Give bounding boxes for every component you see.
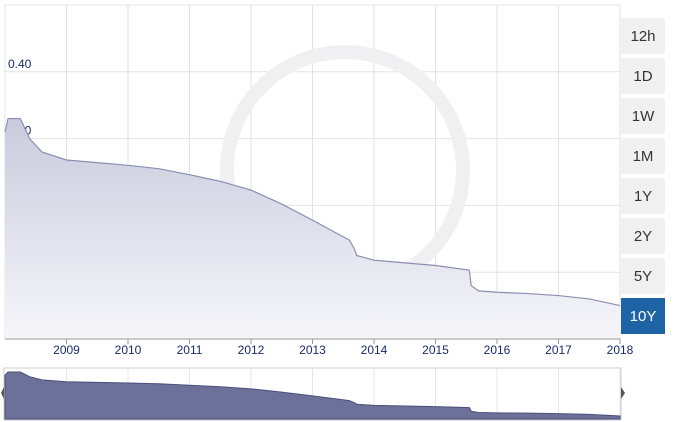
range-button[interactable]: 12h	[621, 18, 665, 56]
navigator-handle	[1, 387, 4, 399]
x-tick-label: 2009	[53, 343, 80, 357]
x-tick-label: 2016	[484, 343, 511, 357]
line	[4, 117, 621, 307]
navigator-area	[4, 371, 621, 420]
y-tick-label: 0.40	[8, 57, 32, 71]
range-button[interactable]: 10Y	[621, 298, 665, 336]
x-tick-label: 2012	[238, 343, 265, 357]
area	[5, 118, 620, 339]
x-tick-label: 2010	[115, 343, 142, 357]
range-button[interactable]: 2Y	[621, 218, 665, 256]
range-button[interactable]: 1W	[621, 98, 665, 136]
x-tick-label: 2014	[361, 343, 388, 357]
range-button[interactable]: 1Y	[621, 178, 665, 216]
range-button[interactable]: 1M	[621, 138, 665, 176]
x-tick-label: 2013	[299, 343, 326, 357]
navigator-handle	[621, 387, 625, 399]
x-tick-label: 2015	[422, 343, 449, 357]
x-tick-label: 2018	[607, 343, 634, 357]
x-tick-label: 2017	[545, 343, 572, 357]
range-button[interactable]: 1D	[621, 58, 665, 96]
x-tick-label: 2011	[177, 343, 203, 357]
range-button[interactable]: 5Y	[621, 258, 665, 296]
